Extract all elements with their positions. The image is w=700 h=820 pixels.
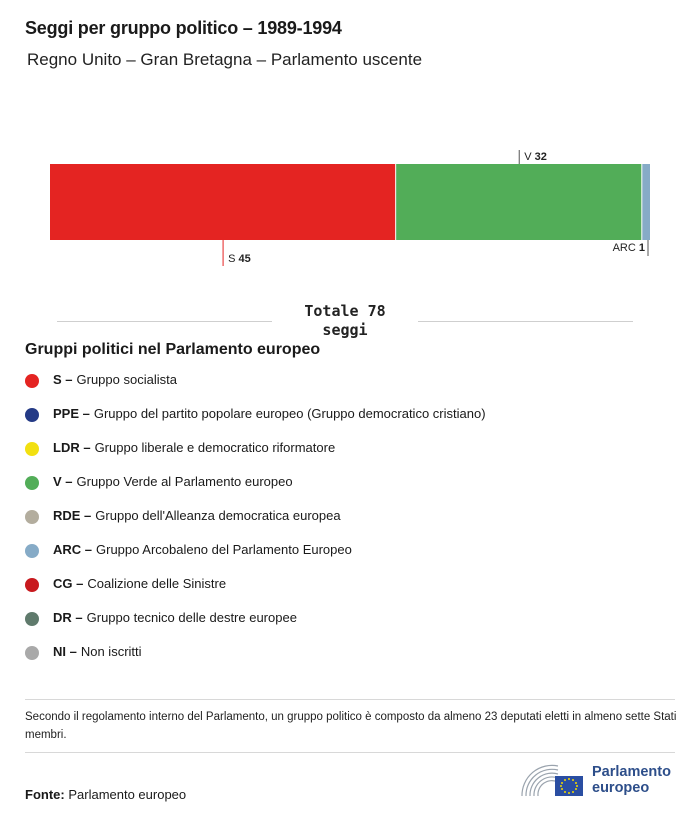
divider bbox=[25, 752, 675, 753]
european-parliament-logo: Parlamento europeo bbox=[520, 762, 671, 798]
legend-dot bbox=[25, 612, 39, 626]
total-seats-line1: Totale 78 bbox=[304, 302, 386, 320]
legend-title: Gruppi politici nel Parlamento europeo bbox=[25, 341, 321, 358]
legend-dot bbox=[25, 476, 39, 490]
chart-title: Seggi per gruppo politico – 1989-1994 bbox=[25, 18, 342, 38]
total-seats-line2: seggi bbox=[322, 321, 368, 339]
parliament-hemicycle-icon bbox=[521, 764, 583, 797]
logo-text-line2: europeo bbox=[592, 780, 650, 796]
legend-label: Gruppo Arcobaleno del Parlamento Europeo bbox=[96, 542, 352, 557]
bar-segment-arc bbox=[642, 164, 650, 240]
legend-item: ARC – Gruppo Arcobaleno del Parlamento Eu… bbox=[25, 541, 486, 575]
legend-item: S – Gruppo socialista bbox=[25, 371, 486, 405]
total-seats: Totale 78 seggi bbox=[272, 302, 418, 340]
legend-item: V – Gruppo Verde al Parlamento europeo bbox=[25, 473, 486, 507]
data-label-s: S 45 bbox=[228, 253, 251, 265]
legend-dot bbox=[25, 408, 39, 422]
legend-abbr: LDR – bbox=[53, 440, 91, 455]
legend-label: Gruppo socialista bbox=[76, 372, 177, 387]
legend-dot bbox=[25, 510, 39, 524]
legend-abbr: PPE – bbox=[53, 406, 90, 421]
legend-label: Coalizione delle Sinistre bbox=[87, 576, 227, 591]
legend-dot bbox=[25, 646, 39, 660]
data-label-arc: ARC 1 bbox=[613, 242, 645, 254]
legend-item: PPE – Gruppo del partito popolare europeo… bbox=[25, 405, 486, 439]
total-divider-left bbox=[57, 321, 272, 322]
legend-dot bbox=[25, 544, 39, 558]
legend-label: Gruppo liberale e democratico riformator… bbox=[94, 440, 336, 455]
stacked-bar-chart: S 45 V 32 ARC 1 bbox=[50, 150, 650, 266]
divider bbox=[25, 699, 675, 700]
data-label-v: V 32 bbox=[524, 151, 547, 163]
legend-abbr: CG – bbox=[53, 576, 84, 591]
footnote: Secondo il regolamento interno del Parla… bbox=[25, 711, 677, 741]
bar-segment-s bbox=[50, 164, 396, 240]
legend-abbr: ARC – bbox=[53, 542, 93, 557]
legend-dot bbox=[25, 374, 39, 388]
source: Fonte: Parlamento europeo bbox=[25, 787, 186, 802]
legend-abbr: DR – bbox=[53, 610, 83, 625]
legend-item: CG – Coalizione delle Sinistre bbox=[25, 575, 486, 609]
legend-item: LDR – Gruppo liberale e democratico rifor… bbox=[25, 439, 486, 473]
legend-abbr: NI – bbox=[53, 644, 77, 659]
legend-abbr: S – bbox=[53, 372, 73, 387]
legend-item: DR – Gruppo tecnico delle destre europee bbox=[25, 609, 486, 643]
legend-item: RDE – Gruppo dell'Alleanza democratica eu… bbox=[25, 507, 486, 541]
legend-label: Non iscritti bbox=[80, 644, 142, 659]
legend-item: NI – Non iscritti bbox=[25, 643, 486, 677]
source-value: Parlamento europeo bbox=[68, 787, 187, 802]
legend-label: Gruppo del partito popolare europeo (Gru… bbox=[93, 406, 486, 421]
source-label: Fonte: bbox=[25, 787, 65, 802]
legend-abbr: V – bbox=[53, 474, 73, 489]
legend-label: Gruppo dell'Alleanza democratica europea bbox=[95, 508, 341, 523]
legend-label: Gruppo Verde al Parlamento europeo bbox=[76, 474, 293, 489]
logo-text: Parlamento europeo bbox=[592, 764, 671, 796]
legend-dot bbox=[25, 442, 39, 456]
legend: S – Gruppo socialista PPE – Gruppo del par… bbox=[25, 371, 486, 677]
total-divider-right bbox=[418, 321, 633, 322]
chart-subtitle: Regno Unito – Gran Bretagna – Parlamento… bbox=[27, 50, 423, 69]
legend-label: Gruppo tecnico delle destre europee bbox=[86, 610, 297, 625]
legend-abbr: RDE – bbox=[53, 508, 92, 523]
bar-segment-v bbox=[396, 164, 642, 240]
logo-text-line1: Parlamento bbox=[592, 764, 671, 780]
legend-dot bbox=[25, 578, 39, 592]
